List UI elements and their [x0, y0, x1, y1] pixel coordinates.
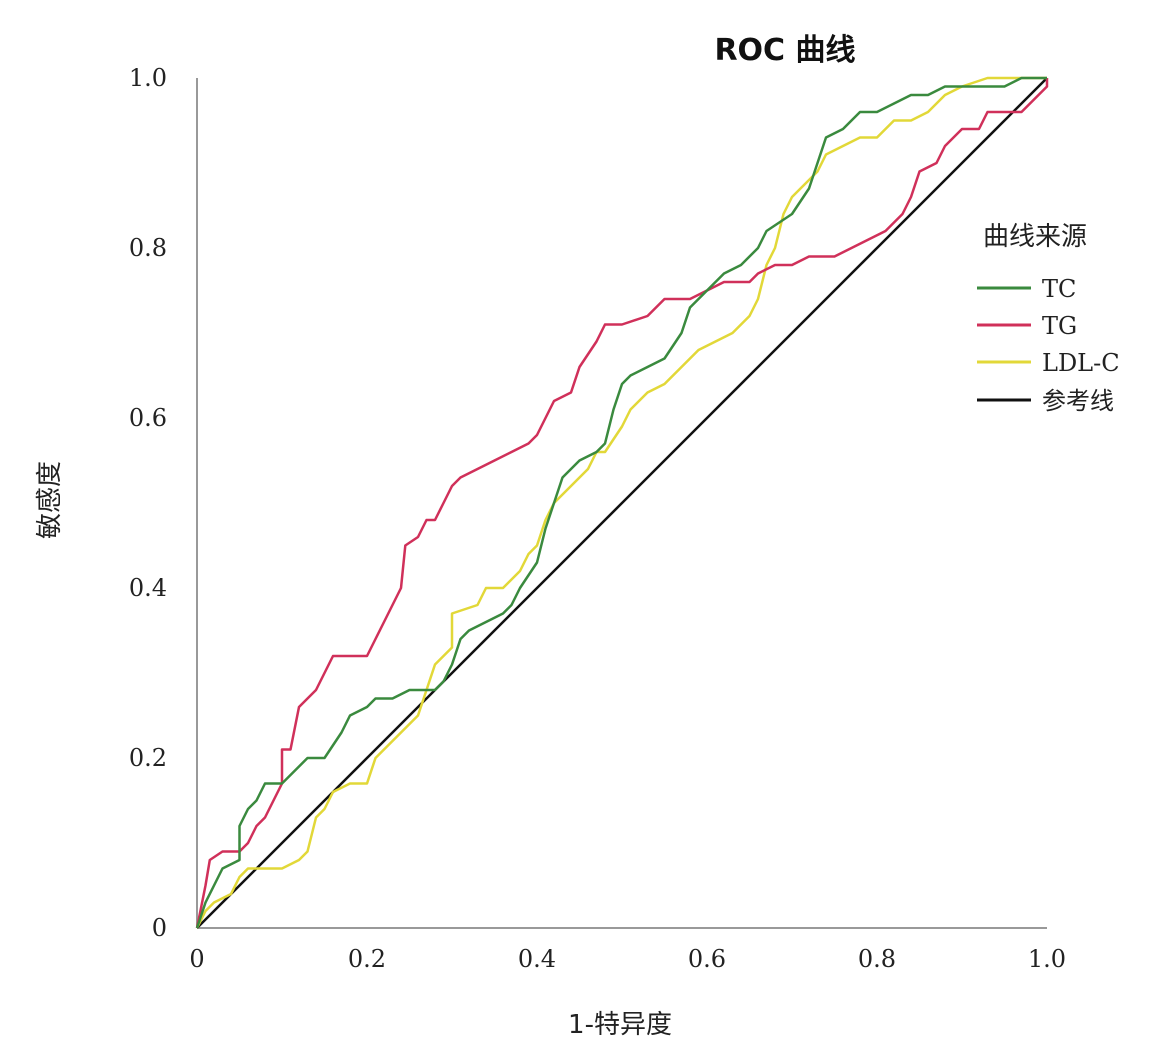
legend-entry-label: TG [1042, 312, 1077, 340]
y-tick-label: 0.2 [129, 744, 167, 772]
series-line-reference [196, 77, 1048, 929]
x-tick-label: 0.8 [858, 945, 896, 973]
series-line-tg [195, 78, 1049, 929]
y-tick-label: 1.0 [129, 64, 167, 92]
x-tick-label: 1.0 [1028, 945, 1066, 973]
chart-title: ROC 曲线 [714, 33, 855, 68]
x-tick-label: 0 [189, 945, 204, 973]
x-tick-label: 0.2 [348, 945, 386, 973]
x-axis-label: 1-特异度 [568, 1010, 672, 1040]
y-tick-label: 0.6 [129, 404, 167, 432]
legend-title: 曲线来源 [983, 222, 1087, 252]
legend: 曲线来源 TC TG LDL-C 参考线 [977, 222, 1120, 415]
legend-entry-label: LDL-C [1042, 349, 1120, 377]
y-tick-label: 0 [152, 914, 167, 942]
x-tick-label: 0.6 [688, 945, 726, 973]
series-layer [195, 76, 1049, 929]
y-tick-label: 0.8 [129, 234, 167, 262]
axes: 0 0.2 0.4 0.6 0.8 1.0 0 0.2 0.4 0.6 0.8 1.0 [129, 64, 1066, 973]
y-axis-label: 敏感度 [35, 461, 65, 539]
legend-entry-label: 参考线 [1042, 387, 1114, 415]
x-tick-label: 0.4 [518, 945, 556, 973]
legend-entry-label: TC [1042, 275, 1076, 303]
y-tick-label: 0.4 [129, 574, 167, 602]
series-line-tc [195, 76, 1047, 929]
